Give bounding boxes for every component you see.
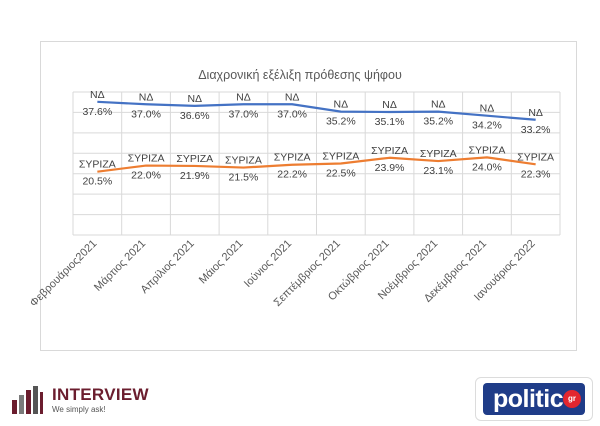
chart-frame bbox=[40, 41, 577, 351]
data-label: 37.6% bbox=[82, 106, 112, 118]
series-name-label: ΣΥΡΙΖΑ bbox=[79, 159, 116, 171]
series-name-label: ΝΔ bbox=[139, 91, 154, 103]
interview-brand: INTERVIEW bbox=[52, 385, 149, 404]
data-label: 20.5% bbox=[82, 176, 112, 188]
gridlines bbox=[72, 91, 561, 236]
data-label: 23.9% bbox=[375, 162, 405, 174]
interview-bars-icon bbox=[12, 386, 43, 414]
series-name-label: ΣΥΡΙΖΑ bbox=[274, 152, 311, 164]
series-name-label: ΣΥΡΙΖΑ bbox=[225, 155, 262, 167]
series-name-label: ΣΥΡΙΖΑ bbox=[420, 148, 457, 160]
series-name-label: ΣΥΡΙΖΑ bbox=[128, 153, 165, 165]
series-name-label: ΣΥΡΙΖΑ bbox=[371, 145, 408, 157]
data-label: 22.3% bbox=[521, 168, 551, 180]
data-label: 37.0% bbox=[277, 108, 307, 120]
data-label: 21.9% bbox=[180, 170, 210, 182]
data-label: 35.2% bbox=[326, 116, 356, 128]
data-label: 37.0% bbox=[229, 108, 259, 120]
x-tick-label: Μάιος 2021 bbox=[197, 238, 246, 287]
series-name-label: ΝΔ bbox=[431, 99, 446, 111]
data-label: 22.2% bbox=[277, 169, 307, 181]
data-label: 22.0% bbox=[131, 170, 161, 182]
series-line bbox=[97, 156, 536, 173]
data-label: 35.2% bbox=[423, 116, 453, 128]
politic-brand: politic bbox=[493, 385, 564, 413]
data-label: 34.2% bbox=[472, 120, 502, 132]
series-name-label: ΝΔ bbox=[382, 99, 397, 111]
data-label: 35.1% bbox=[375, 116, 405, 128]
data-label: 36.6% bbox=[180, 110, 210, 122]
politic-gr-badge: gr bbox=[563, 390, 581, 408]
data-label: 37.0% bbox=[131, 108, 161, 120]
politic-logo: politic gr bbox=[475, 377, 593, 421]
interview-logo: INTERVIEW We simply ask! bbox=[12, 384, 152, 416]
series-name-label: ΣΥΡΙΖΑ bbox=[176, 153, 213, 165]
series-name-label: ΝΔ bbox=[187, 93, 202, 105]
x-tick-label: Ιούνιος 2021 bbox=[242, 238, 294, 290]
series-name-label: ΝΔ bbox=[236, 91, 251, 103]
politic-logo-box: politic gr bbox=[483, 383, 585, 415]
data-label: 22.5% bbox=[326, 168, 356, 180]
series-name-label: ΣΥΡΙΖΑ bbox=[469, 144, 506, 156]
data-label: 33.2% bbox=[521, 124, 551, 136]
chart-title: Διαχρονική εξέλιξη πρόθεσης ψήφου bbox=[198, 68, 402, 82]
series-name-label: ΝΔ bbox=[285, 91, 300, 103]
series-name-label: ΝΔ bbox=[90, 89, 105, 101]
series-layer: ΝΔ 37.6% ΝΔ 37.0% ΝΔ 36.6% ΝΔ 37.0% ΝΔ 37.0% ΝΔ 35.… bbox=[79, 89, 554, 188]
data-label: 21.5% bbox=[229, 172, 259, 184]
series-line bbox=[97, 100, 536, 121]
series-name-label: ΣΥΡΙΖΑ bbox=[517, 151, 554, 163]
series-name-label: ΝΔ bbox=[528, 107, 543, 119]
data-label: 24.0% bbox=[472, 161, 502, 173]
series-name-label: ΝΔ bbox=[480, 103, 495, 115]
series-name-label: ΣΥΡΙΖΑ bbox=[322, 151, 359, 163]
interview-tagline: We simply ask! bbox=[52, 405, 106, 414]
series-name-label: ΝΔ bbox=[334, 99, 349, 111]
x-tick-label: Φεβρουάριος2021 bbox=[28, 238, 100, 310]
data-label: 23.1% bbox=[423, 165, 453, 177]
